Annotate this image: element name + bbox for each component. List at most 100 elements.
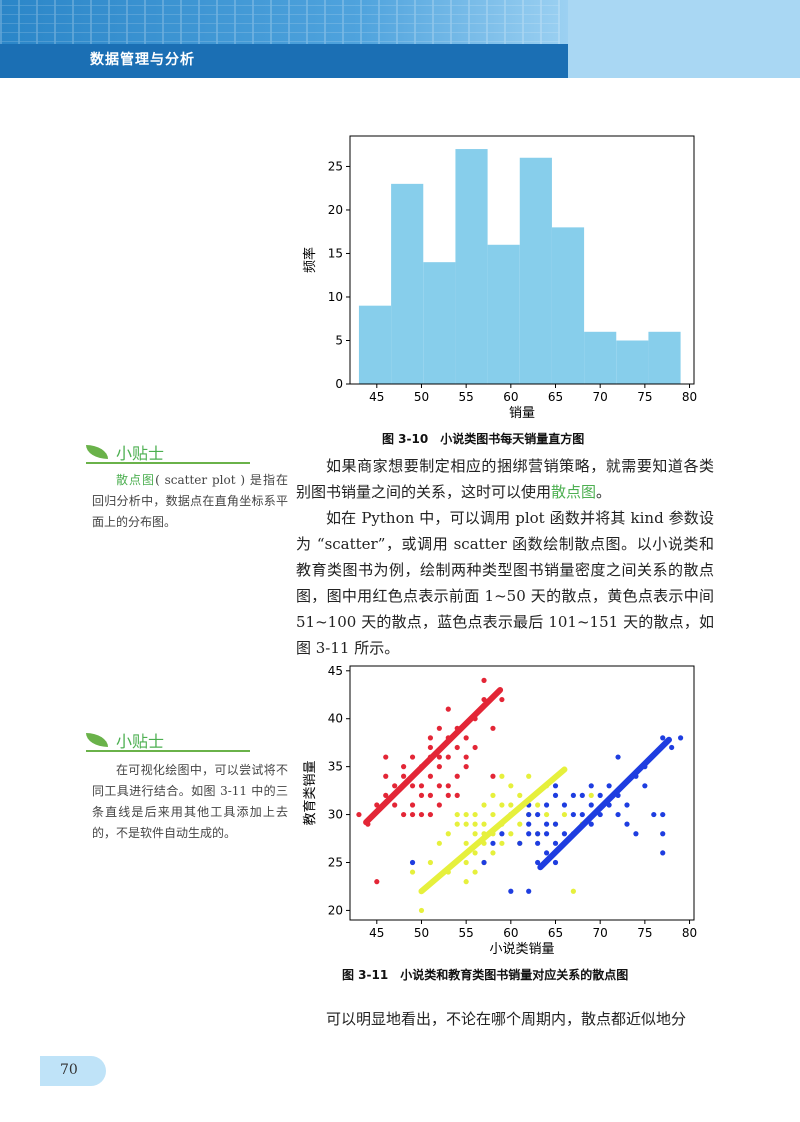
tip-text-tools: 在可视化绘图中，可以尝试将不同工具进行结合。如图 3-11 中的三条直线是后来用… (92, 760, 288, 844)
scatter-point-series-2 (481, 821, 487, 827)
scatter-point-series-2 (508, 831, 514, 837)
scatter-point-series-3 (660, 735, 666, 741)
scatter-point-series-3 (660, 831, 666, 837)
scatter-point-series-3 (570, 792, 576, 798)
scatter-point-series-3 (490, 840, 496, 846)
histogram-bar (487, 244, 520, 384)
leaf-icon (86, 445, 108, 459)
scatter-point-series-2 (508, 783, 514, 789)
hist-x-tick-label: 50 (414, 390, 429, 404)
scatter-point-series-3 (517, 840, 523, 846)
tip-body-2: 在可视化绘图中，可以尝试将不同工具进行结合。如图 3-11 中的三条直线是后来用… (92, 763, 288, 840)
scatter-point-series-2 (409, 869, 416, 875)
scatter-point-series-1 (436, 783, 442, 789)
scatter-point-series-2 (472, 821, 478, 827)
scatter-point-series-1 (427, 773, 434, 779)
hist-y-axis-label: 频率 (302, 247, 318, 273)
scatter-point-series-1 (427, 735, 434, 741)
scatter-point-series-3 (606, 783, 612, 789)
histogram-bar (423, 262, 456, 384)
scatter-point-series-1 (481, 677, 487, 683)
tip-label: 小贴士 (116, 444, 165, 463)
scatter-point-series-1 (409, 802, 416, 808)
scatter-point-series-3 (660, 850, 666, 856)
hist-x-tick-label: 65 (548, 390, 563, 404)
scatter-point-series-1 (356, 811, 362, 818)
tip-text-scatter: 散点图( scatter plot ) 是指在回归分析中，数据点在直角坐标系平面… (92, 470, 288, 533)
scatter-point-series-1 (427, 792, 434, 798)
tip-label-2: 小贴士 (116, 732, 165, 751)
scatter-point-series-3 (588, 802, 594, 808)
scatter-y-tick-label: 40 (328, 712, 343, 726)
histogram-bar (455, 149, 488, 384)
scatter-point-series-1 (445, 783, 451, 789)
hist-x-axis-label: 销量 (509, 406, 535, 421)
hist-y-tick-label: 25 (328, 159, 343, 173)
trend-line-series-2 (418, 766, 568, 895)
body-paragraphs: 如果商家想要制定相应的捆绑营销策略，就需要知道各类别图书销量之间的关系，这时可以… (296, 453, 714, 661)
scatter-point-series-1 (392, 783, 398, 789)
body-paragraph-3: 可以明显地看出，不论在哪个周期内，散点都近似地分 (296, 1006, 714, 1032)
scatter-point-series-2 (570, 888, 576, 894)
trend-line-series-3 (537, 736, 672, 871)
scatter-point-series-2 (481, 802, 487, 808)
paragraph-1-term: 散点图 (551, 483, 597, 501)
hist-x-tick-label: 60 (503, 390, 518, 404)
header-right-panel (568, 0, 800, 78)
scatter-x-tick-label: 50 (414, 926, 429, 940)
histogram-chart: 45 50 55 60 65 70 75 80 0 5 10 15 20 25 销量 频率 (302, 135, 697, 421)
scatter-point-series-2 (463, 840, 469, 846)
scatter-y-axis-label: 教育类销量 (302, 760, 318, 825)
scatter-point-series-1 (418, 792, 425, 798)
scatter-point-series-1 (472, 744, 478, 751)
scatter-point-series-2 (463, 859, 469, 866)
scatter-chart: 45 50 55 60 65 70 75 80 20 25 30 35 40 45 小说类销量 教育类销量 (302, 664, 697, 957)
scatter-point-series-3 (543, 802, 550, 808)
scatter-point-series-1 (383, 754, 389, 760)
scatter-point-series-2 (427, 859, 434, 866)
hist-y-tick-label: 0 (335, 377, 343, 391)
scatter-point-series-3 (526, 831, 532, 837)
paragraph-1: 如果商家想要制定相应的捆绑营销策略，就需要知道各类别图书销量之间的关系，这时可以… (296, 453, 714, 505)
scatter-point-series-3 (651, 811, 657, 818)
scatter-point-series-2 (499, 773, 505, 779)
scatter-point-series-2 (436, 840, 442, 846)
scatter-y-tick-label: 45 (328, 664, 343, 678)
scatter-x-tick-label: 45 (369, 926, 384, 940)
scatter-point-series-2 (490, 792, 496, 798)
scatter-point-series-3 (535, 811, 541, 818)
scatter-point-series-1 (463, 735, 469, 741)
scatter-point-series-2 (472, 869, 478, 875)
scatter-point-series-3 (552, 792, 559, 798)
scatter-point-series-2 (418, 907, 425, 914)
scatter-point-series-3 (535, 840, 541, 846)
paragraph-1-text: 如果商家想要制定相应的捆绑营销策略，就需要知道各类别图书销量之间的关系，这时可以… (296, 457, 714, 501)
scatter-point-series-3 (561, 831, 568, 837)
tip-header: 小贴士 (86, 440, 250, 464)
scatter-point-series-1 (445, 792, 451, 798)
scatter-x-tick-label: 60 (503, 926, 518, 940)
tip-header-2: 小贴士 (86, 728, 250, 752)
scatter-x-tick-label: 70 (593, 926, 608, 940)
scatter-point-series-3 (409, 859, 416, 866)
scatter-point-series-2 (472, 831, 478, 837)
tip-body: ( scatter plot ) 是指在回归分析中，数据点在直角坐标系平面上的分… (92, 473, 288, 529)
scatter-point-series-1 (436, 802, 442, 808)
scatter-point-series-1 (454, 792, 460, 798)
scatter-point-series-3 (570, 811, 576, 818)
paragraph-1-end: 。 (596, 483, 612, 501)
scatter-point-series-2 (588, 792, 594, 798)
scatter-point-series-1 (409, 754, 416, 760)
scatter-point-series-1 (454, 744, 460, 751)
scatter-point-series-3 (660, 811, 666, 818)
scatter-point-series-2 (472, 850, 478, 856)
histogram-bar (391, 183, 424, 384)
scatter-point-series-1 (463, 754, 469, 760)
hist-y-tick-label: 20 (328, 203, 343, 217)
scatter-point-series-1 (436, 764, 442, 770)
scatter-point-series-2 (490, 811, 496, 818)
scatter-point-series-3 (615, 811, 621, 818)
histogram-bar (648, 331, 681, 384)
scatter-point-series-1 (445, 754, 451, 760)
trend-line-series-1 (363, 686, 504, 826)
